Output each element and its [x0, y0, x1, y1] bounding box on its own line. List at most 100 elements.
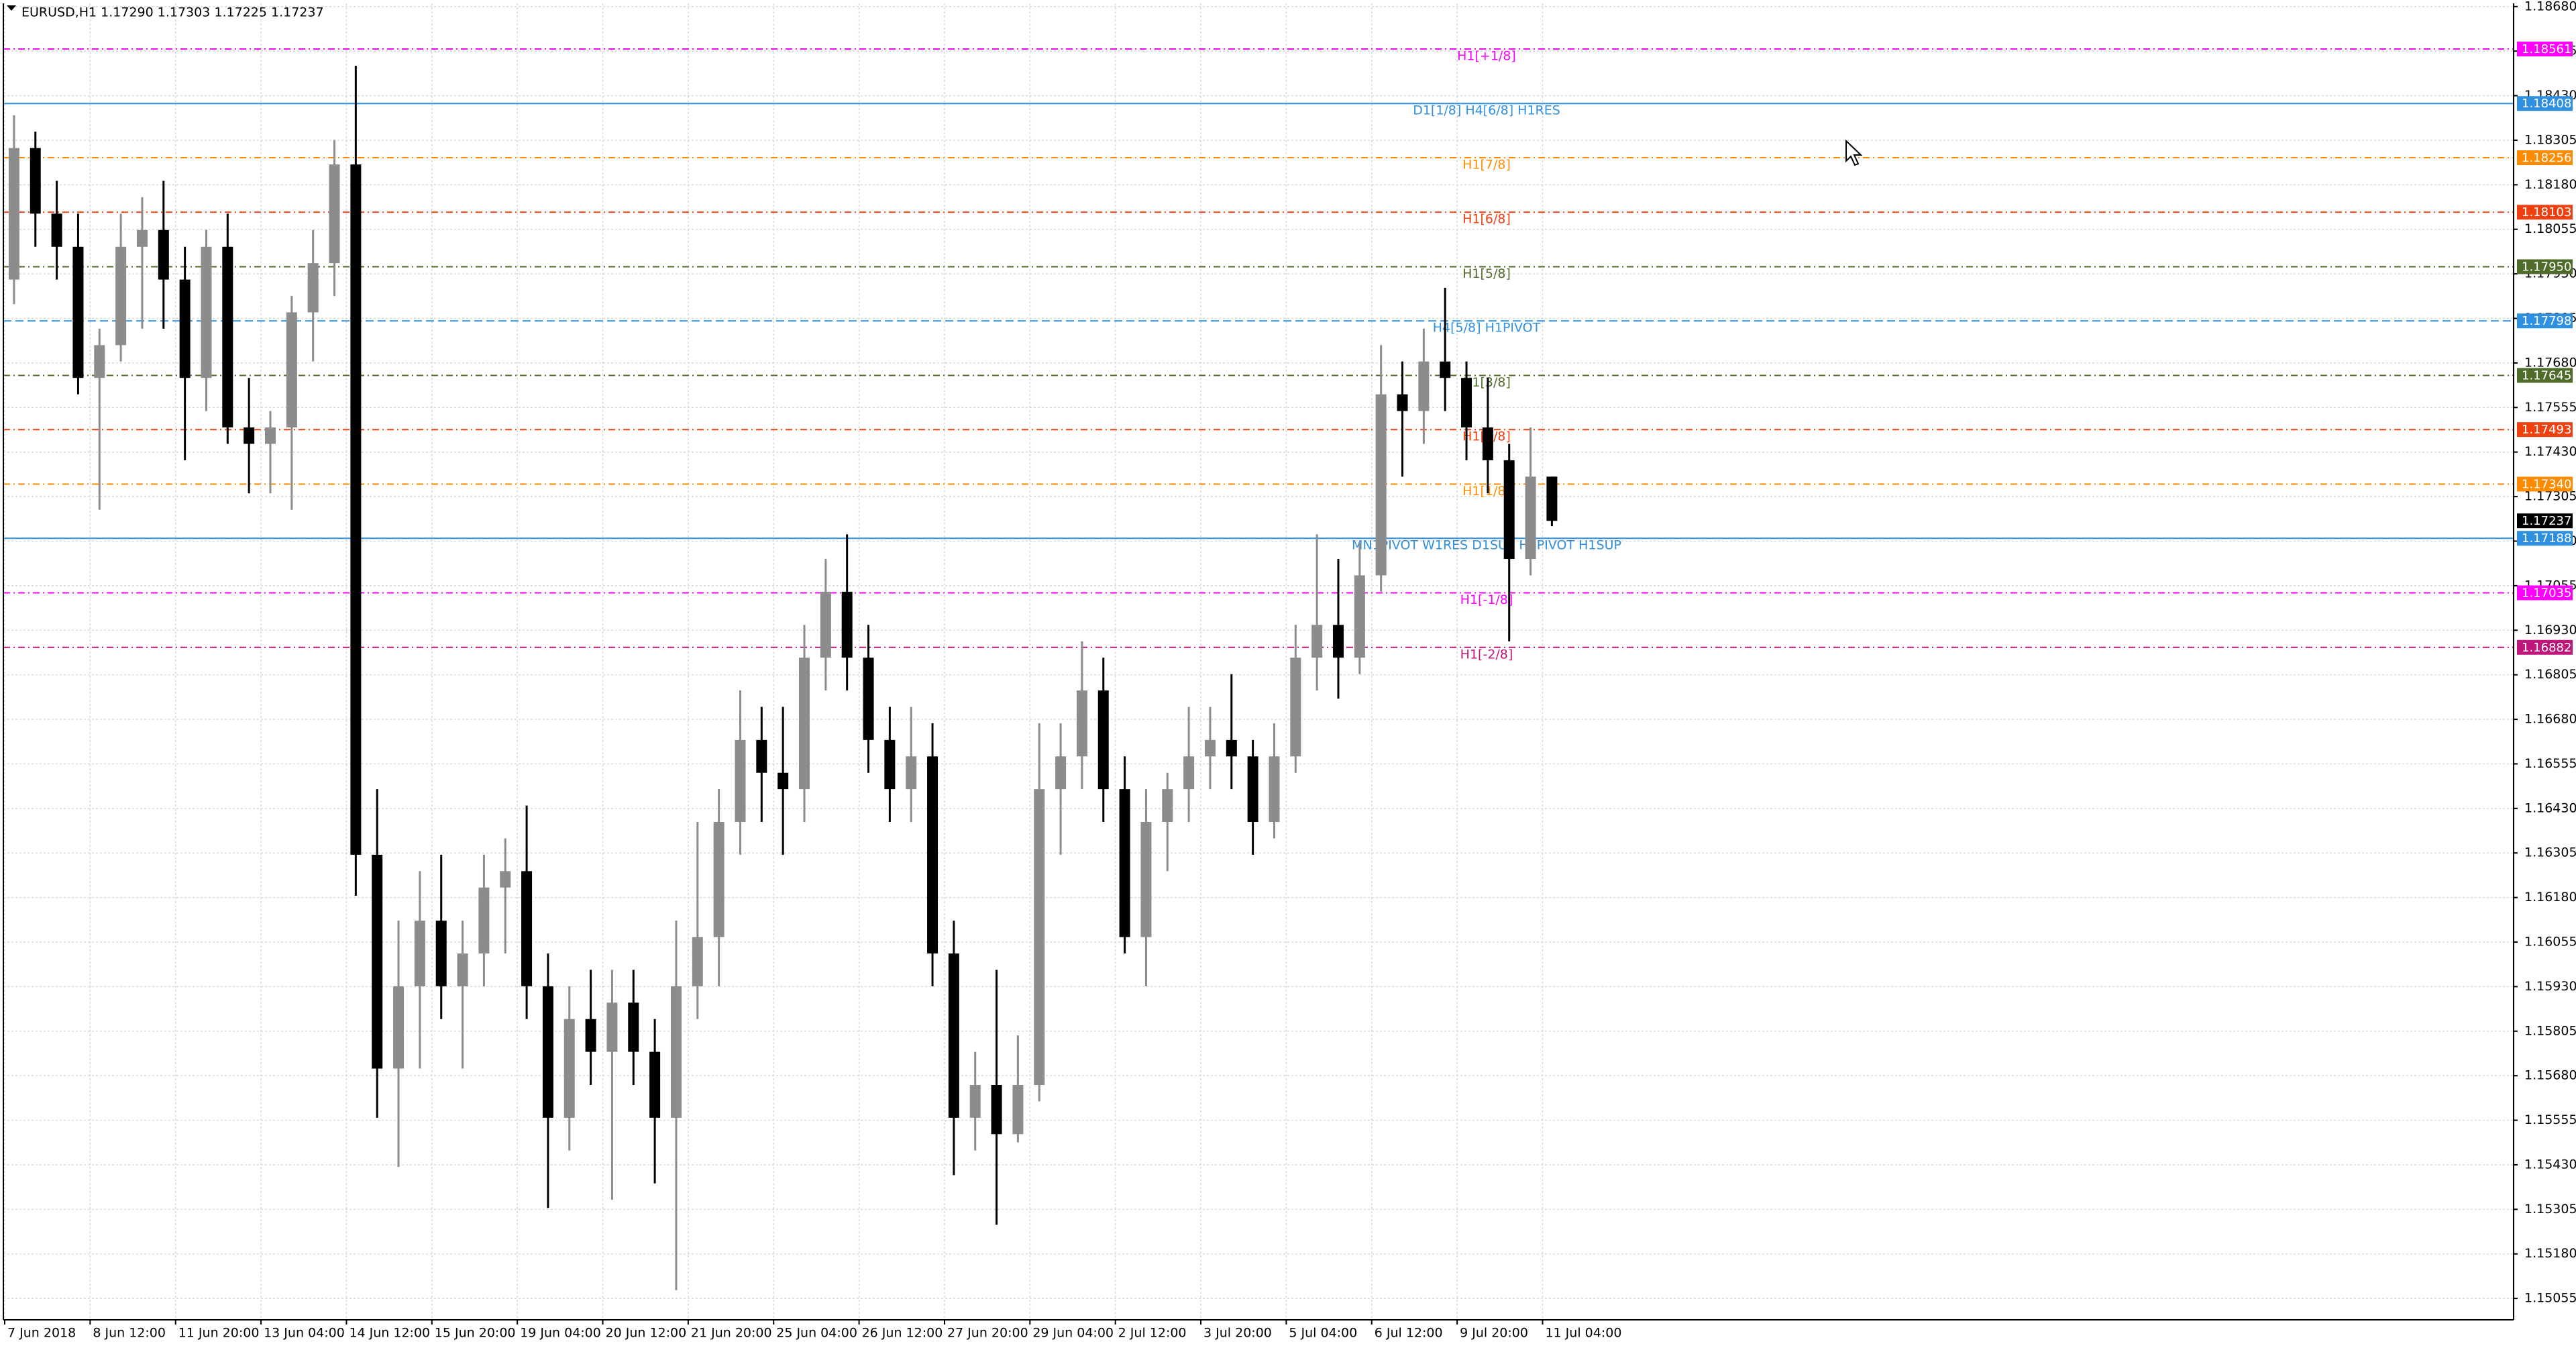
- candle-body: [1076, 690, 1087, 757]
- candle-body: [372, 854, 383, 1069]
- level-price-tag-label: 1.17493: [2522, 423, 2571, 437]
- level-price-tag: [2517, 422, 2573, 437]
- candle-body: [1418, 361, 1430, 411]
- candle-body: [30, 148, 41, 214]
- candle-body: [628, 1002, 639, 1052]
- candle-body: [1397, 394, 1408, 411]
- x-tick-label: 25 Jun 04:00: [776, 1326, 857, 1341]
- x-tick-label: 7 Jun 2018: [7, 1326, 76, 1341]
- candle-body: [1461, 378, 1472, 428]
- candle-body: [1034, 789, 1045, 1085]
- candle-body: [1012, 1084, 1024, 1135]
- candle-body: [1055, 756, 1067, 790]
- candle-body: [1140, 822, 1152, 937]
- x-tick-label: 29 Jun 04:00: [1032, 1326, 1114, 1341]
- level-price-tag: [2517, 476, 2573, 492]
- level-label: D1[1/8] H4[6/8] H1RES: [1413, 103, 1560, 118]
- candle-body: [1375, 394, 1387, 576]
- x-tick-label: 3 Jul 20:00: [1203, 1326, 1272, 1341]
- level-price-tag: [2517, 205, 2573, 220]
- y-tick-label: 1.15180: [2524, 1246, 2576, 1261]
- x-tick-label: 20 Jun 12:00: [606, 1326, 687, 1341]
- candle-body: [841, 591, 853, 658]
- y-tick-label: 1.16805: [2524, 667, 2576, 682]
- level-label: H1[7/8]: [1462, 157, 1511, 172]
- menu-triangle[interactable]: [7, 5, 16, 11]
- mouse-cursor: [1845, 139, 1863, 166]
- candle-body: [222, 246, 233, 428]
- candle-body: [158, 229, 169, 280]
- level-price-tag-label: 1.18561: [2522, 42, 2571, 56]
- y-tick-label: 1.15305: [2524, 1202, 2576, 1216]
- candle-body: [1119, 789, 1130, 937]
- candle-body: [457, 953, 468, 986]
- y-tick-label: 1.16555: [2524, 756, 2576, 771]
- candle-body: [670, 986, 682, 1118]
- x-tick-label: 26 Jun 12:00: [862, 1326, 943, 1341]
- y-tick-label: 1.16055: [2524, 935, 2576, 949]
- level-price-tag-label: 1.18256: [2522, 151, 2571, 165]
- level-price-tag-label: 1.18408: [2522, 97, 2571, 111]
- level-price-tag-label: 1.17035: [2522, 586, 2571, 600]
- candle-body: [72, 246, 84, 378]
- price-tags: 1.18561 1.18408 1.18256 1.18103 1.17950 1.177…: [2517, 41, 2573, 655]
- candle-body: [969, 1084, 981, 1118]
- candle-body: [521, 871, 533, 986]
- candle-body: [286, 312, 297, 428]
- x-tick-label: 19 Jun 04:00: [520, 1326, 601, 1341]
- y-tick-label: 1.16430: [2524, 800, 2576, 815]
- candle-body: [991, 1084, 1002, 1135]
- candle-body: [906, 756, 917, 790]
- candle-body: [1226, 739, 1237, 757]
- level-price-tag-label: 1.17645: [2522, 369, 2571, 383]
- candle-body: [179, 279, 191, 378]
- candle-body: [1311, 625, 1323, 658]
- level-price-tag: [2517, 259, 2573, 274]
- candle-body: [329, 164, 340, 264]
- level-label: H1[-1/8]: [1460, 592, 1513, 607]
- level-price-tag-label: 1.17340: [2522, 477, 2571, 491]
- level-label: H1[1/8]: [1462, 484, 1511, 499]
- candle-body: [393, 986, 405, 1069]
- x-tick-label: 9 Jul 20:00: [1460, 1326, 1528, 1341]
- levels: H1[+1/8] D1[1/8] H4[6/8] H1RES H1[7/8] H1[6…: [3, 48, 2514, 662]
- y-tick-label: 1.16930: [2524, 623, 2576, 637]
- x-tick-label: 11 Jul 04:00: [1545, 1326, 1621, 1341]
- candle-body: [948, 953, 959, 1118]
- candle-body: [115, 246, 127, 346]
- level-price-tag: [2517, 313, 2573, 329]
- level-price-tag: [2517, 96, 2573, 111]
- candle-body: [542, 986, 553, 1118]
- candle-body: [585, 1019, 596, 1052]
- x-tick-label: 11 Jun 20:00: [178, 1326, 260, 1341]
- candle-body: [136, 229, 148, 247]
- candle-body: [735, 739, 746, 823]
- level-price-tag: [2517, 368, 2573, 383]
- candle-body: [564, 1019, 575, 1118]
- level-price-tag: [2517, 639, 2573, 655]
- level-price-tag-label: 1.18103: [2522, 205, 2571, 219]
- candle-body: [265, 427, 276, 444]
- y-tick-label: 1.18180: [2524, 177, 2576, 192]
- level-label: H4[5/8] H1PIVOT: [1433, 321, 1541, 335]
- candle-body: [1354, 575, 1365, 658]
- current-price-tag: [2517, 513, 2573, 529]
- y-tick-label: 1.15680: [2524, 1068, 2576, 1083]
- current-price-tag-label: 1.17237: [2522, 514, 2571, 528]
- y-tick-label: 1.18680: [2524, 0, 2576, 13]
- candle-body: [1525, 476, 1536, 560]
- level-price-tag-label: 1.16882: [2522, 641, 2571, 655]
- level-label: H1[3/8]: [1462, 375, 1511, 390]
- level-price-tag: [2517, 531, 2573, 546]
- level-price-tag: [2517, 150, 2573, 165]
- candle-body: [927, 756, 938, 953]
- candle-body: [1440, 361, 1451, 378]
- candle-body: [1546, 476, 1558, 521]
- y-tick-label: 1.15430: [2524, 1157, 2576, 1172]
- level-price-tag-label: 1.17188: [2522, 531, 2571, 546]
- y-tick-label: 1.15055: [2524, 1291, 2576, 1306]
- level-label: H1[5/8]: [1462, 266, 1511, 281]
